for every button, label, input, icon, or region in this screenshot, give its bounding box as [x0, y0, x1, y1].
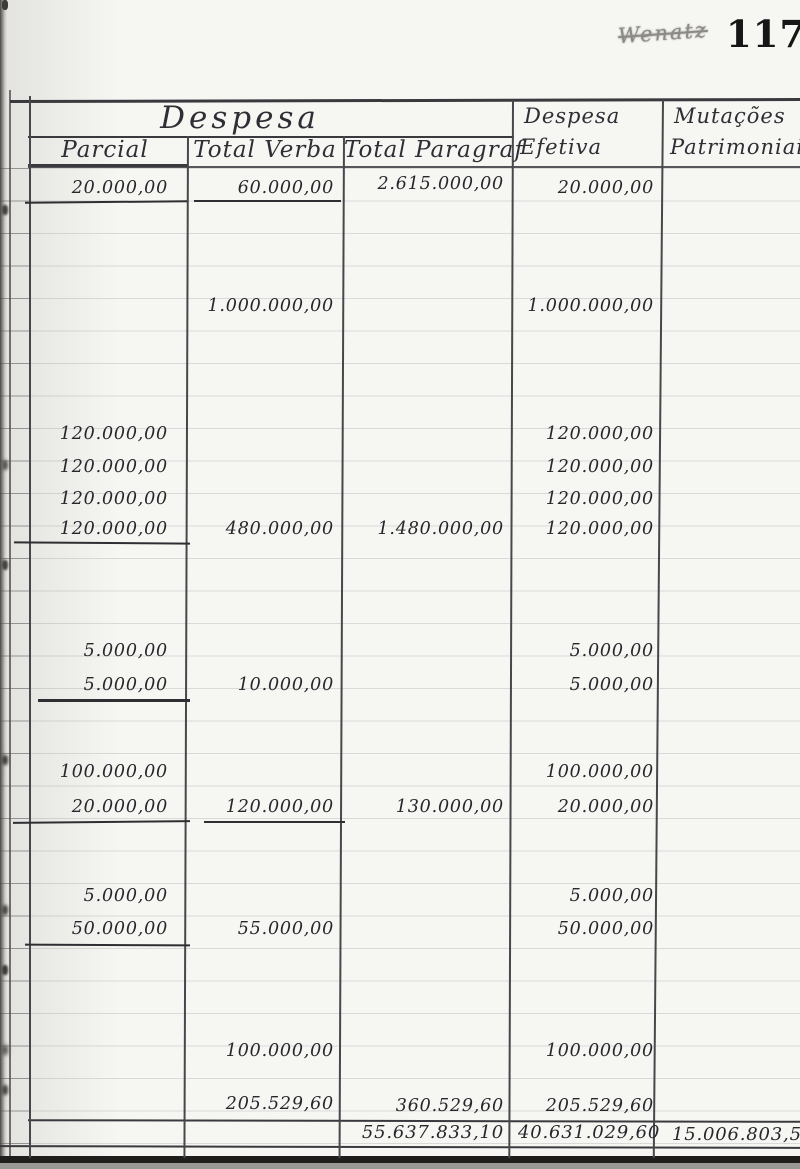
cell-total-verba: 55.000,00 [237, 919, 334, 939]
cell-despesa-efetiva: 205.529,60 [545, 1096, 654, 1116]
cell-despesa-efetiva: 120.000,00 [545, 457, 654, 477]
subheader-line [28, 166, 800, 168]
cell-despesa-efetiva: 20.000,00 [557, 797, 654, 817]
cell-despesa-efetiva: 100.000,00 [545, 762, 654, 782]
cell-total-verba: 100.000,00 [225, 1041, 334, 1061]
sum-underline [38, 699, 190, 702]
cell-despesa-efetiva: 5.000,00 [569, 886, 654, 906]
cell-despesa-efetiva: 120.000,00 [545, 489, 654, 509]
cell-despesa-efetiva: 120.000,00 [545, 519, 654, 539]
cell-parcial: 20.000,00 [71, 797, 168, 817]
ruled-lines-layer [0, 168, 800, 1153]
header-mutacoes-line2: Patrimoniais [670, 135, 800, 159]
cell-despesa-efetiva: 40.631.029,60 [518, 1122, 661, 1143]
cell-despesa-efetiva: 20.000,00 [557, 178, 654, 198]
cell-total-verba: 480.000,00 [225, 519, 334, 539]
cell-parcial: 120.000,00 [59, 519, 168, 539]
cell-total-paragraf: 1.480.000,00 [377, 519, 504, 539]
cell-mutacoes: 15.006.803,50 [672, 1124, 800, 1145]
cell-total-paragraf: 130.000,00 [395, 797, 504, 817]
header-total-paragraf: Total Paragraf [344, 137, 524, 163]
header-mutacoes-line1: Mutações [674, 104, 786, 128]
edge-smudges [2, 0, 8, 10]
cell-total-paragraf: 55.637.833,10 [361, 1122, 504, 1143]
cell-parcial: 100.000,00 [59, 762, 168, 782]
cell-total-verba: 60.000,00 [237, 178, 334, 198]
cell-parcial: 5.000,00 [83, 641, 168, 661]
cell-despesa-efetiva: 1.000.000,00 [527, 296, 654, 316]
cell-total-verba: 1.000.000,00 [207, 296, 334, 316]
cell-despesa-efetiva: 5.000,00 [569, 641, 654, 661]
handwritten-annotation: Wenatz [617, 17, 709, 49]
bottom-border [0, 1156, 800, 1163]
cell-parcial: 20.000,00 [71, 178, 168, 198]
cell-despesa-efetiva: 120.000,00 [545, 424, 654, 444]
header-parcial: Parcial [61, 137, 149, 163]
cell-despesa-efetiva: 5.000,00 [569, 675, 654, 695]
despesa-group-underline [28, 136, 514, 138]
cell-parcial: 50.000,00 [71, 919, 168, 939]
binding-line [9, 90, 11, 1169]
scan-edge [0, 0, 7, 1169]
paper-shading [0, 0, 120, 1169]
sum-underline [194, 200, 341, 202]
cell-parcial: 5.000,00 [83, 886, 168, 906]
cell-total-verba: 10.000,00 [237, 675, 334, 695]
cell-parcial: 120.000,00 [59, 489, 168, 509]
cell-despesa-efetiva: 50.000,00 [557, 919, 654, 939]
cell-total-verba: 205.529,60 [225, 1094, 334, 1114]
cell-parcial: 120.000,00 [59, 424, 168, 444]
cell-parcial: 120.000,00 [59, 457, 168, 477]
parcial-heavy-underline [28, 164, 188, 167]
header-despesa-efetiva-line1: Despesa [524, 104, 621, 128]
header-total-verba: Total Verba [193, 137, 337, 163]
cell-parcial: 5.000,00 [83, 675, 168, 695]
cell-total-paragraf: 2.615.000,00 [377, 174, 504, 194]
header-despesa-efetiva-line2: Efetiva [520, 135, 603, 159]
page-number: 117 [726, 12, 800, 56]
table-left-border [29, 96, 31, 1158]
header-despesa-group: Despesa [160, 100, 320, 136]
bottom-scan-strip [0, 1163, 800, 1169]
sum-underline [204, 821, 345, 823]
cell-total-verba: 120.000,00 [225, 797, 334, 817]
cell-total-paragraf: 360.529,60 [395, 1096, 504, 1116]
cell-despesa-efetiva: 100.000,00 [545, 1041, 654, 1061]
